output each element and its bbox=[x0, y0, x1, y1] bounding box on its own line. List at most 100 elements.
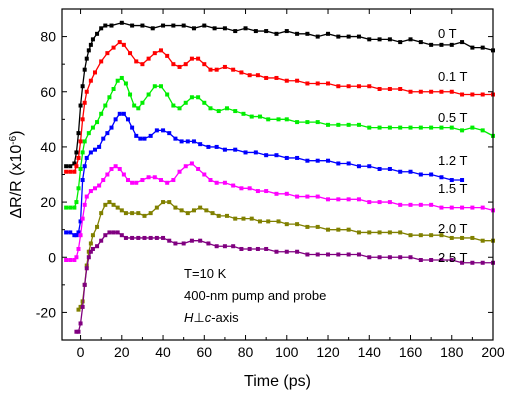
data-point bbox=[367, 255, 372, 260]
data-point bbox=[111, 202, 116, 207]
data-point bbox=[171, 23, 176, 28]
data-point bbox=[161, 235, 166, 240]
data-point bbox=[95, 120, 100, 125]
data-point bbox=[247, 186, 252, 191]
data-point bbox=[239, 186, 244, 191]
data-point bbox=[105, 51, 110, 56]
data-point bbox=[125, 117, 130, 122]
data-point bbox=[189, 161, 194, 166]
data-point bbox=[429, 258, 434, 263]
data-point bbox=[429, 172, 434, 177]
data-point bbox=[181, 23, 186, 28]
series-label: 0 T bbox=[438, 26, 457, 41]
data-point bbox=[460, 92, 465, 97]
data-point bbox=[103, 233, 108, 238]
data-point bbox=[460, 178, 465, 183]
annotation-H: H bbox=[184, 310, 194, 325]
data-point bbox=[212, 26, 217, 31]
series-0-5-T bbox=[64, 75, 495, 210]
data-point bbox=[140, 62, 145, 67]
data-point bbox=[449, 42, 454, 47]
data-point bbox=[233, 29, 238, 34]
data-point bbox=[326, 158, 331, 163]
data-point bbox=[367, 164, 372, 169]
series-line bbox=[66, 41, 493, 173]
data-point bbox=[80, 216, 85, 221]
data-point bbox=[231, 183, 236, 188]
data-point bbox=[113, 117, 118, 122]
data-point bbox=[189, 238, 194, 243]
data-point bbox=[305, 158, 310, 163]
data-point bbox=[408, 89, 413, 94]
data-point bbox=[295, 249, 300, 254]
data-point bbox=[326, 252, 331, 257]
data-point bbox=[408, 125, 413, 130]
data-point bbox=[264, 153, 269, 158]
data-point bbox=[196, 166, 201, 171]
y-tick-label: 80 bbox=[40, 29, 56, 45]
data-point bbox=[130, 23, 135, 28]
data-point bbox=[142, 136, 147, 141]
data-point bbox=[171, 103, 176, 108]
data-point bbox=[158, 178, 163, 183]
data-point bbox=[439, 89, 444, 94]
data-point bbox=[449, 258, 454, 263]
data-point bbox=[130, 211, 135, 216]
data-point bbox=[387, 255, 392, 260]
data-point bbox=[140, 23, 145, 28]
series-0-1-T bbox=[64, 40, 495, 174]
data-point bbox=[105, 172, 110, 177]
data-point bbox=[274, 31, 279, 36]
data-point bbox=[367, 200, 372, 205]
y-axis-title-main: ΔR/R (x10 bbox=[8, 145, 25, 219]
data-point bbox=[128, 92, 133, 97]
data-point bbox=[208, 67, 213, 72]
data-point bbox=[123, 81, 128, 86]
data-point bbox=[449, 178, 454, 183]
data-point bbox=[326, 227, 331, 232]
data-point bbox=[418, 172, 423, 177]
data-point bbox=[189, 56, 194, 61]
data-point bbox=[198, 142, 203, 147]
data-point bbox=[377, 125, 382, 130]
data-point bbox=[165, 180, 170, 185]
data-point bbox=[460, 40, 465, 45]
data-point bbox=[152, 175, 157, 180]
data-point bbox=[134, 180, 139, 185]
data-point bbox=[64, 205, 69, 210]
data-point bbox=[346, 34, 351, 39]
data-point bbox=[255, 189, 260, 194]
data-point bbox=[206, 144, 211, 149]
data-point bbox=[78, 304, 83, 309]
data-point bbox=[408, 233, 413, 238]
data-point bbox=[408, 255, 413, 260]
data-point bbox=[214, 180, 219, 185]
data-point bbox=[276, 117, 281, 122]
data-point bbox=[82, 202, 87, 207]
data-point bbox=[117, 40, 122, 45]
data-point bbox=[253, 150, 258, 155]
data-point bbox=[208, 106, 213, 111]
data-point bbox=[74, 255, 79, 260]
data-point bbox=[206, 241, 211, 246]
data-point bbox=[460, 260, 465, 265]
data-point bbox=[210, 211, 215, 216]
data-point bbox=[148, 235, 153, 240]
data-point bbox=[356, 230, 361, 235]
data-point bbox=[80, 304, 85, 309]
data-point bbox=[336, 84, 341, 89]
data-point bbox=[418, 40, 423, 45]
data-point bbox=[146, 56, 151, 61]
data-point bbox=[418, 202, 423, 207]
data-point bbox=[140, 178, 145, 183]
plot-series-group bbox=[64, 20, 495, 334]
data-point bbox=[295, 194, 300, 199]
data-point bbox=[181, 241, 186, 246]
data-point bbox=[315, 252, 320, 257]
series-0-T bbox=[64, 20, 495, 169]
data-point bbox=[295, 120, 300, 125]
annotation-field-orientation: H⊥c-axis bbox=[184, 310, 239, 325]
annotation-c: c bbox=[205, 310, 212, 325]
data-point bbox=[64, 230, 69, 235]
data-point bbox=[231, 244, 236, 249]
